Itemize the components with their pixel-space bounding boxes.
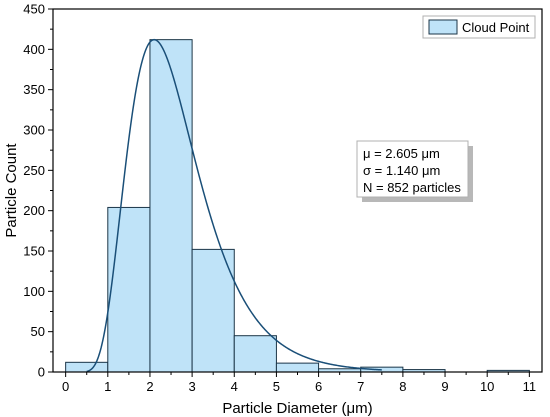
histogram-bar-3: [191, 248, 235, 373]
x-tick-label: 7: [357, 379, 364, 394]
x-tick-label: 11: [523, 379, 537, 394]
histogram-bar-2: [149, 39, 193, 373]
statistics-box: μ = 2.605 μm σ = 1.140 μm N = 852 partic…: [356, 140, 473, 202]
histogram-bar-1: [107, 206, 151, 373]
y-tick-label: 50: [31, 324, 45, 339]
x-axis-ticks: 0 1 2 3 4 5 6 7 8 9 10 11: [62, 372, 536, 394]
histogram-bar-5: [275, 362, 320, 373]
histogram-bars: [65, 39, 530, 373]
y-tick-label: 350: [23, 82, 45, 97]
x-tick-label: 3: [188, 379, 195, 394]
statistics-box-frame: [356, 140, 469, 198]
y-tick-label: 300: [23, 123, 45, 138]
y-axis-ticks: 0 50 100 150 200 250 300 350 400 450: [23, 2, 53, 380]
y-tick-label: 450: [23, 2, 45, 17]
y-tick-label: 250: [23, 163, 45, 178]
x-tick-label: 10: [480, 379, 494, 394]
legend-label-cloud-point: Cloud Point: [462, 20, 530, 35]
y-axis-label: Particle Count: [3, 143, 20, 238]
lognormal-fit-curve: [86, 38, 382, 373]
y-tick-label: 200: [23, 203, 45, 218]
stat-sigma: σ = 1.140 μm: [363, 163, 440, 178]
y-tick-label: 0: [38, 365, 45, 380]
x-tick-label: 9: [441, 379, 448, 394]
histogram-bar-4: [233, 335, 277, 373]
histogram-bar-0: [65, 361, 109, 373]
x-axis-label: Particle Diameter (μm): [222, 400, 372, 417]
legend-swatch-cloud-point: [428, 19, 458, 35]
legend: Cloud Point: [422, 15, 536, 39]
stat-mean: μ = 2.605 μm: [363, 146, 440, 161]
x-tick-label: 6: [315, 379, 322, 394]
x-tick-label: 8: [399, 379, 406, 394]
x-tick-label: 0: [62, 379, 69, 394]
y-tick-label: 150: [23, 244, 45, 259]
x-tick-label: 5: [273, 379, 280, 394]
x-tick-label: 4: [231, 379, 238, 394]
stat-count: N = 852 particles: [363, 180, 461, 195]
x-tick-label: 1: [104, 379, 111, 394]
x-tick-label: 2: [146, 379, 153, 394]
y-tick-label: 400: [23, 42, 45, 57]
y-tick-label: 100: [23, 284, 45, 299]
